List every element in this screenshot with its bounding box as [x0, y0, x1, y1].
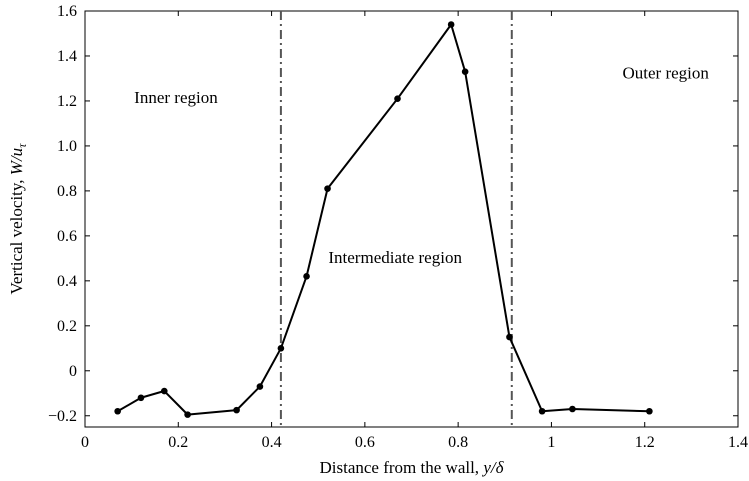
x-axis-label-text: Distance from the wall,	[320, 458, 484, 477]
data-point	[160, 387, 168, 395]
y-tick-label: 1.0	[57, 138, 77, 155]
y-tick-label: 0	[69, 363, 77, 380]
velocity-line	[117, 23, 650, 416]
data-point	[256, 383, 264, 390]
data-point	[538, 407, 546, 415]
y-axis-label-symbol: W/u	[7, 148, 26, 175]
region-label: Intermediate region	[328, 248, 462, 267]
x-tick-label: 0.8	[448, 434, 468, 451]
data-point	[277, 344, 285, 352]
data-point	[461, 68, 469, 76]
data-point	[137, 394, 145, 402]
data-point	[184, 411, 191, 418]
y-axis-label-subscript: τ	[15, 143, 29, 148]
y-tick-label: 0.2	[57, 318, 77, 335]
y-tick-label: −0.2	[48, 408, 77, 425]
series	[114, 21, 653, 418]
y-tick-label: 0.6	[57, 228, 77, 245]
x-tick-label: 1.4	[728, 434, 748, 451]
axis-ticks: 0 0.2 0.4 0.6 0.8 1 1.2 1.4−0.200.20.40.60.81.0…	[48, 3, 748, 451]
x-tick-label: 0.6	[355, 434, 375, 451]
y-tick-label: 0.4	[57, 273, 77, 290]
x-tick-label: 0	[81, 434, 89, 451]
y-tick-label: 1.4	[57, 48, 77, 65]
y-tick-label: 1.2	[57, 93, 77, 110]
region-label: Outer region	[623, 63, 710, 82]
x-tick-label: 0.2	[168, 434, 188, 451]
y-axis-label: Vertical velocity, W/uτ	[7, 143, 29, 295]
data-point	[447, 21, 455, 28]
y-tick-label: 1.6	[57, 3, 77, 20]
region-boundaries	[279, 11, 513, 427]
x-axis-label-symbol: y/δ	[481, 458, 504, 477]
data-point	[569, 405, 576, 413]
data-point	[324, 185, 331, 192]
x-tick-label: 0.4	[262, 434, 282, 451]
plot-frame	[84, 10, 739, 428]
data-point	[303, 273, 310, 280]
data-point	[233, 406, 240, 414]
region-label: Inner region	[134, 88, 218, 107]
y-tick-label: 0.8	[57, 183, 77, 200]
plot-area-border	[84, 10, 739, 428]
y-axis-label-text: Vertical velocity,	[7, 175, 26, 294]
x-tick-label: 1	[547, 434, 555, 451]
data-point	[114, 407, 121, 415]
x-tick-label: 1.2	[635, 434, 655, 451]
data-point	[394, 95, 401, 102]
data-point	[646, 407, 653, 415]
region-annotations: Inner region Intermediate region Outer reg…	[134, 63, 709, 266]
x-axis-label: Distance from the wall, y/δ	[320, 458, 505, 477]
data-point	[506, 333, 513, 341]
